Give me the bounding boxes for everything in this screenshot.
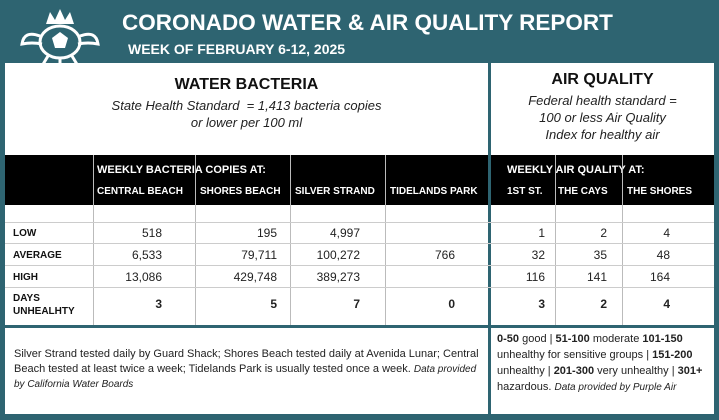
water-heading: WEEKLY BACTERIA COPIES AT: <box>97 164 266 176</box>
air-value: 3 <box>538 297 545 311</box>
legend-segment: 51-100 <box>555 333 590 345</box>
air-value: 4 <box>663 297 670 311</box>
title: CORONADO WATER & AIR QUALITY REPORT <box>122 10 613 35</box>
legend-segment: 0-50 <box>497 333 520 345</box>
row-label: HIGH <box>13 272 38 283</box>
air-heading: WEEKLY AIR QUALITY AT: <box>507 164 645 176</box>
air-legend: 0-50 good | 51-100 moderate 101-150 unhe… <box>497 331 711 396</box>
water-value: 195 <box>256 226 277 240</box>
air-value: 2 <box>600 226 607 240</box>
column-header: THE SHORES <box>627 186 693 197</box>
air-value: 141 <box>586 270 607 284</box>
water-value: 389,273 <box>316 270 360 284</box>
air-title: AIR QUALITY <box>551 71 654 88</box>
column-header: THE CAYS <box>558 186 608 197</box>
column-header: 1ST ST. <box>507 186 543 197</box>
row-separator <box>5 243 714 244</box>
water-value: 7 <box>353 297 360 311</box>
air-value: 32 <box>531 248 545 262</box>
air-value: 2 <box>600 297 607 311</box>
legend-segment: very unhealthy | <box>594 365 678 377</box>
standard-line: Federal health standard = <box>528 93 677 108</box>
water-value: 13,086 <box>125 270 162 284</box>
legend-segment: unhealthy for sensitive groups | <box>497 333 686 361</box>
legend-segment: 151-200 <box>652 349 693 361</box>
legend-segment: 101-150 <box>642 333 683 345</box>
column-separator <box>290 155 291 325</box>
water-note: Silver Strand tested daily by Guard Shac… <box>14 347 479 392</box>
water-value: 429,748 <box>233 270 277 284</box>
column-header: CENTRAL BEACH <box>97 186 183 197</box>
air-value: 116 <box>525 270 545 284</box>
water-title: WATER BACTERIA <box>174 76 319 93</box>
column-separator <box>385 155 386 325</box>
water-value: 518 <box>141 226 162 240</box>
water-value: 766 <box>434 248 455 262</box>
column-header: TIDELANDS PARK <box>390 186 478 197</box>
legend-segment: 301+ <box>677 365 703 377</box>
water-value: 6,533 <box>131 248 162 262</box>
legend-source: Data provided by Purple Air <box>554 382 677 393</box>
water-value: 0 <box>448 297 455 311</box>
water-header-band <box>5 155 488 205</box>
turtle-logo <box>20 9 100 68</box>
column-separator <box>555 155 556 325</box>
air-value: 164 <box>649 270 670 284</box>
water-value: 100,272 <box>316 248 360 262</box>
subtitle: WEEK OF FEBRUARY 6-12, 2025 <box>128 41 346 57</box>
column-header: SHORES BEACH <box>200 186 281 197</box>
water-value: 3 <box>155 297 162 311</box>
standard-line: Index for healthy air <box>545 127 660 142</box>
legend-segment: hazardous. <box>497 365 706 393</box>
water-footer <box>5 328 488 414</box>
standard-line: State Health Standard = 1,413 bacteria c… <box>111 98 382 113</box>
air-header-band <box>491 155 714 205</box>
air-value: 48 <box>656 248 670 262</box>
water-standard: State Health Standard = 1,413 bacteria c… <box>5 97 488 131</box>
water-value: 5 <box>270 297 277 311</box>
air-value: 35 <box>593 248 607 262</box>
note-text: Silver Strand tested daily by Guard Shac… <box>14 348 479 375</box>
air-footer <box>491 328 714 414</box>
legend-segment: moderate <box>589 333 643 345</box>
row-label: DAYS UNHEALHTY <box>13 293 75 317</box>
note-source: Data provided by California Water Boards <box>14 364 477 390</box>
legend-segment: 201-300 <box>553 365 595 377</box>
standard-line: or lower per 100 ml <box>190 115 303 130</box>
column-separator <box>93 155 94 325</box>
water-value: 79,711 <box>241 248 277 262</box>
row-label: AVERAGE <box>13 250 62 261</box>
air-standard: Federal health standard = 100 or less Ai… <box>491 92 714 143</box>
standard-line: 100 or less Air Quality <box>539 110 666 125</box>
legend-segment: unhealthy | <box>497 349 696 377</box>
column-header: SILVER STRAND <box>295 186 375 197</box>
air-value: 1 <box>538 226 545 240</box>
legend-segment: good | <box>519 333 556 345</box>
air-value: 4 <box>663 226 670 240</box>
row-separator <box>5 222 714 223</box>
row-label: LOW <box>13 228 37 239</box>
column-separator <box>622 155 623 325</box>
row-separator <box>5 265 714 266</box>
water-value: 4,997 <box>329 226 360 240</box>
column-separator <box>195 155 196 325</box>
row-separator <box>5 287 714 288</box>
